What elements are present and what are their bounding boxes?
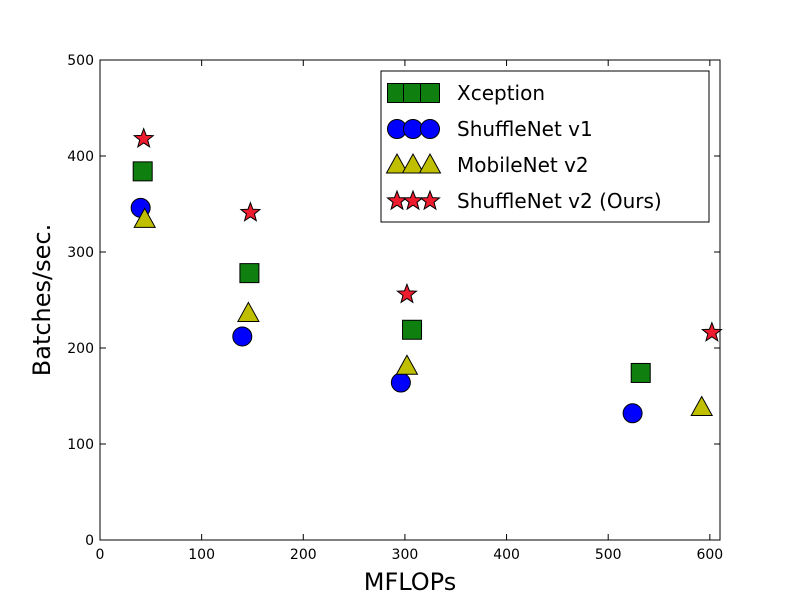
data-point-square bbox=[132, 161, 153, 182]
y-tick-label: 400 bbox=[67, 149, 94, 165]
y-tick-label: 500 bbox=[67, 53, 94, 69]
legend-marker-square bbox=[403, 83, 423, 103]
legend-marker-star bbox=[419, 189, 441, 211]
legend-label: ShuffleNet v2 (Ours) bbox=[457, 189, 662, 213]
data-point-square bbox=[239, 263, 260, 284]
data-point-star bbox=[239, 201, 262, 222]
y-tick-label: 0 bbox=[85, 533, 94, 549]
data-point-star bbox=[396, 282, 418, 304]
legend-label: ShuffleNet v1 bbox=[457, 117, 593, 141]
y-tick-label: 300 bbox=[67, 245, 94, 261]
legend-label: Xception bbox=[457, 81, 545, 105]
x-tick-label: 100 bbox=[188, 547, 215, 563]
x-tick-label: 300 bbox=[392, 547, 419, 563]
legend-marker-triangle bbox=[385, 152, 409, 174]
data-point-circle bbox=[232, 326, 253, 347]
legend-marker-circle bbox=[420, 119, 440, 139]
points-layer bbox=[130, 127, 723, 424]
data-point-triangle bbox=[237, 301, 260, 322]
legend: Xception ShuffleNet v1 MobileNet v2 Shuffle… bbox=[380, 70, 710, 223]
legend-label: MobileNet v2 bbox=[457, 153, 589, 177]
data-point-circle bbox=[622, 403, 643, 424]
legend-marker-triangle bbox=[401, 152, 425, 174]
x-tick-label: 0 bbox=[96, 547, 105, 563]
data-point-triangle bbox=[690, 395, 714, 417]
ticks-layer: 0 100 200 300 400 500 600 0 100 200 300 400 500 bbox=[67, 53, 723, 563]
data-point-triangle bbox=[133, 207, 157, 228]
legend-marker-triangle bbox=[418, 152, 442, 174]
x-tick-label: 600 bbox=[696, 547, 723, 563]
data-point-triangle bbox=[395, 354, 419, 375]
legend-marker-square bbox=[420, 83, 440, 103]
legend-marker-circle bbox=[403, 119, 423, 139]
data-point-square bbox=[402, 319, 423, 340]
y-tick-label: 200 bbox=[67, 341, 94, 357]
data-point-star bbox=[701, 321, 723, 342]
y-tick-label: 100 bbox=[67, 437, 94, 453]
x-tick-label: 400 bbox=[493, 547, 520, 563]
data-point-circle bbox=[390, 372, 411, 393]
x-tick-label: 500 bbox=[595, 547, 622, 563]
x-axis-label: MFLOPs bbox=[364, 568, 456, 596]
data-point-square bbox=[630, 362, 651, 383]
data-point-star bbox=[132, 127, 155, 148]
y-axis-label: Batches/sec. bbox=[28, 224, 56, 376]
x-tick-label: 200 bbox=[290, 547, 317, 563]
